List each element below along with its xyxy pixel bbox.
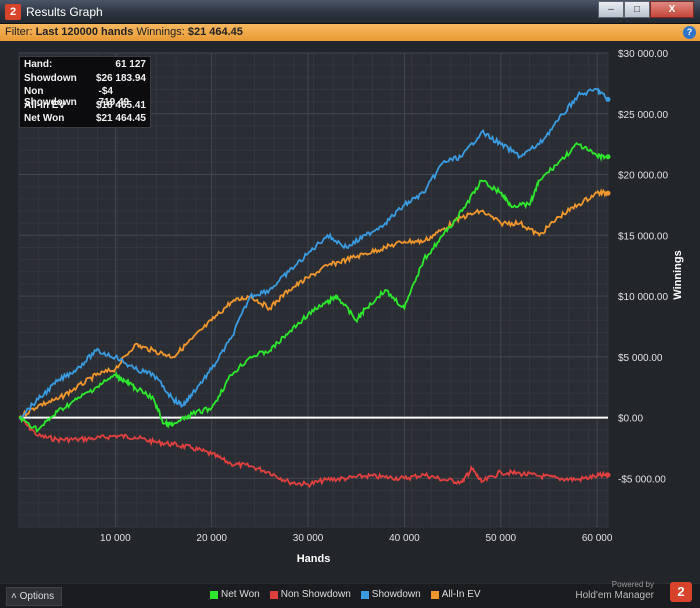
x-tick-label: 10 000 <box>100 533 131 544</box>
minimize-button[interactable]: – <box>598 1 624 18</box>
stat-row-non-showdown: Non Showdown -$4 719.49 <box>24 86 146 108</box>
x-tick-label: 20 000 <box>196 533 227 544</box>
y-tick-label: $25 000.00 <box>618 110 668 121</box>
x-tick-label: 40 000 <box>389 533 420 544</box>
legend-item[interactable]: All-In EV <box>430 589 481 600</box>
series-end-point <box>605 472 611 478</box>
close-button[interactable]: X <box>650 1 694 18</box>
legend-swatch <box>430 590 439 599</box>
legend-label: Non Showdown <box>280 589 351 600</box>
y-tick-label: $5 000.00 <box>618 353 663 364</box>
series-line-showdown <box>18 87 609 420</box>
y-tick-label: $30 000.00 <box>618 49 668 60</box>
y-tick-label: $15 000.00 <box>618 231 668 242</box>
stat-value: -$4 719.49 <box>98 86 130 108</box>
window-title: Results Graph <box>26 5 103 19</box>
options-button[interactable]: ˄ Options <box>6 587 62 606</box>
x-axis-label: Hands <box>297 553 331 565</box>
legend-label: Net Won <box>221 589 260 600</box>
legend-item[interactable]: Showdown <box>360 589 421 600</box>
legend-label: All-In EV <box>441 589 481 600</box>
stat-row-all-in-ev: All-In EV $18 465.41 <box>24 100 146 114</box>
stats-box: Hand: 61 127 Showdown $26 183.94 Non Sho… <box>19 56 151 128</box>
stat-row-showdown: Showdown $26 183.94 <box>24 73 146 87</box>
chart-legend: Net Won Non Showdown Showdown All-In EV <box>210 589 481 600</box>
help-icon[interactable]: ? <box>683 26 696 39</box>
x-tick-label: 30 000 <box>293 533 324 544</box>
stat-row-net-won: Net Won $21 464.45 <box>24 113 146 127</box>
legend-swatch <box>360 590 369 599</box>
window-controls: – □ X <box>598 1 694 19</box>
filter-prefix: Filter: <box>5 26 33 38</box>
legend-item[interactable]: Net Won <box>210 589 260 600</box>
maximize-button[interactable]: □ <box>624 1 650 18</box>
x-tick-label: 50 000 <box>485 533 516 544</box>
stat-value: $26 183.94 <box>95 72 146 84</box>
bottom-bar: ˄ Options Net Won Non Showdown Showdown All… <box>0 580 700 608</box>
series-end-point <box>605 96 611 102</box>
y-tick-label: $20 000.00 <box>618 171 668 182</box>
legend-item[interactable]: Non Showdown <box>269 589 351 600</box>
series-line-non-showdown <box>18 416 609 489</box>
legend-label: Showdown <box>371 589 421 600</box>
filter-winnings-label: Winnings: <box>136 26 185 38</box>
legend-swatch <box>210 590 218 599</box>
options-label: Options <box>19 591 55 602</box>
stat-label: Hand: <box>24 59 53 70</box>
brand-logo-icon: 2 <box>670 582 692 602</box>
chevron-up-icon: ˄ <box>11 591 17 602</box>
y-axis-label: Winnings <box>672 250 684 299</box>
stat-value: $18 465.41 <box>95 99 146 111</box>
title-bar: 2 Results Graph – □ X <box>0 0 700 24</box>
y-tick-label: -$5 000.00 <box>618 474 666 485</box>
filter-bar[interactable]: Filter: Last 120000 hands Winnings: $21 … <box>0 24 700 41</box>
powered-by-text: Powered by <box>611 580 654 589</box>
series-end-point <box>605 154 611 160</box>
graph-area: $30 000.00 $25 000.00 $20 000.00 $15 000.00… <box>0 41 700 587</box>
series-line-net-won <box>18 141 609 434</box>
app-logo-icon: 2 <box>5 4 21 20</box>
y-tick-label: $0.00 <box>618 414 643 425</box>
series-end-point <box>605 190 611 196</box>
legend-swatch <box>269 590 278 599</box>
stat-value: 61 127 <box>115 59 146 70</box>
brand-name: Hold'em Manager <box>575 590 654 601</box>
stat-label: Net Won <box>24 113 65 124</box>
y-tick-label: $10 000.00 <box>618 292 668 303</box>
filter-hands: Last 120000 hands <box>35 26 134 38</box>
stat-row-hands: Hand: 61 127 <box>24 59 146 73</box>
filter-winnings-value: $21 464.45 <box>187 26 243 38</box>
stat-label: All-In EV <box>24 99 66 111</box>
x-tick-label: 60 000 <box>582 533 613 544</box>
stat-label: Showdown <box>24 72 77 84</box>
stat-label: Non Showdown <box>24 86 77 108</box>
stat-value: $21 464.45 <box>95 113 146 124</box>
series-line-all-in-ev <box>18 187 609 419</box>
results-chart: $30 000.00 $25 000.00 $20 000.00 $15 000.00… <box>18 49 684 565</box>
